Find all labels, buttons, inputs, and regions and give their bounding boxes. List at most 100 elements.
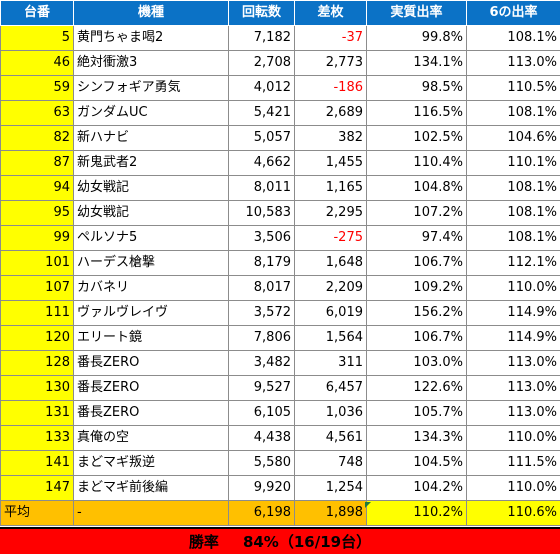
cell-rate[interactable]: 134.1% <box>366 50 467 76</box>
avg-six-rate[interactable]: 110.6% <box>466 500 560 526</box>
cell-rate[interactable]: 134.3% <box>366 425 467 451</box>
cell-diff[interactable]: -37 <box>294 25 367 51</box>
cell-ban[interactable]: 63 <box>0 100 74 126</box>
cell-rate[interactable]: 156.2% <box>366 300 467 326</box>
cell-spins[interactable]: 5,057 <box>228 125 295 151</box>
cell-spins[interactable]: 2,708 <box>228 50 295 76</box>
cell-six-rate[interactable]: 108.1% <box>466 100 560 126</box>
cell-ban[interactable]: 133 <box>0 425 74 451</box>
cell-machine[interactable]: 新ハナビ <box>73 125 229 151</box>
header-spins[interactable]: 回転数 <box>228 0 295 26</box>
cell-spins[interactable]: 7,806 <box>228 325 295 351</box>
cell-six-rate[interactable]: 110.0% <box>466 475 560 501</box>
cell-six-rate[interactable]: 112.1% <box>466 250 560 276</box>
avg-spins[interactable]: 6,198 <box>228 500 295 526</box>
cell-spins[interactable]: 4,438 <box>228 425 295 451</box>
cell-diff[interactable]: -275 <box>294 225 367 251</box>
cell-six-rate[interactable]: 104.6% <box>466 125 560 151</box>
cell-machine[interactable]: 番長ZERO <box>73 375 229 401</box>
cell-ban[interactable]: 94 <box>0 175 74 201</box>
cell-ban[interactable]: 99 <box>0 225 74 251</box>
cell-diff[interactable]: 2,209 <box>294 275 367 301</box>
cell-rate[interactable]: 107.2% <box>366 200 467 226</box>
cell-six-rate[interactable]: 110.1% <box>466 150 560 176</box>
cell-ban[interactable]: 120 <box>0 325 74 351</box>
cell-spins[interactable]: 10,583 <box>228 200 295 226</box>
cell-diff[interactable]: 2,689 <box>294 100 367 126</box>
cell-rate[interactable]: 104.8% <box>366 175 467 201</box>
cell-machine[interactable]: ペルソナ5 <box>73 225 229 251</box>
cell-rate[interactable]: 106.7% <box>366 250 467 276</box>
cell-rate[interactable]: 104.5% <box>366 450 467 476</box>
cell-diff[interactable]: 1,564 <box>294 325 367 351</box>
cell-diff[interactable]: 6,019 <box>294 300 367 326</box>
cell-ban[interactable]: 130 <box>0 375 74 401</box>
cell-diff[interactable]: 1,455 <box>294 150 367 176</box>
cell-machine[interactable]: 番長ZERO <box>73 350 229 376</box>
cell-spins[interactable]: 3,572 <box>228 300 295 326</box>
cell-ban[interactable]: 87 <box>0 150 74 176</box>
cell-spins[interactable]: 3,482 <box>228 350 295 376</box>
cell-diff[interactable]: -186 <box>294 75 367 101</box>
cell-machine[interactable]: 真俺の空 <box>73 425 229 451</box>
cell-six-rate[interactable]: 114.9% <box>466 300 560 326</box>
cell-machine[interactable]: まどマギ前後編 <box>73 475 229 501</box>
cell-diff[interactable]: 6,457 <box>294 375 367 401</box>
cell-rate[interactable]: 122.6% <box>366 375 467 401</box>
cell-six-rate[interactable]: 110.0% <box>466 425 560 451</box>
cell-six-rate[interactable]: 114.9% <box>466 325 560 351</box>
cell-ban[interactable]: 46 <box>0 50 74 76</box>
cell-spins[interactable]: 6,105 <box>228 400 295 426</box>
cell-diff[interactable]: 1,036 <box>294 400 367 426</box>
cell-spins[interactable]: 8,179 <box>228 250 295 276</box>
header-diff[interactable]: 差枚 <box>294 0 367 26</box>
cell-machine[interactable]: カバネリ <box>73 275 229 301</box>
cell-rate[interactable]: 97.4% <box>366 225 467 251</box>
avg-diff[interactable]: 1,898 <box>294 500 367 526</box>
avg-rate[interactable]: 110.2% <box>366 500 467 526</box>
cell-machine[interactable]: 絶対衝激3 <box>73 50 229 76</box>
cell-rate[interactable]: 110.4% <box>366 150 467 176</box>
header-machine[interactable]: 機種 <box>73 0 229 26</box>
cell-rate[interactable]: 98.5% <box>366 75 467 101</box>
cell-diff[interactable]: 4,561 <box>294 425 367 451</box>
header-six-rate[interactable]: 6の出率 <box>466 0 560 26</box>
cell-machine[interactable]: 幼女戦記 <box>73 200 229 226</box>
cell-diff[interactable]: 2,773 <box>294 50 367 76</box>
cell-ban[interactable]: 95 <box>0 200 74 226</box>
cell-ban[interactable]: 107 <box>0 275 74 301</box>
cell-six-rate[interactable]: 110.5% <box>466 75 560 101</box>
cell-six-rate[interactable]: 110.0% <box>466 275 560 301</box>
cell-six-rate[interactable]: 111.5% <box>466 450 560 476</box>
cell-ban[interactable]: 131 <box>0 400 74 426</box>
cell-six-rate[interactable]: 113.0% <box>466 350 560 376</box>
cell-spins[interactable]: 3,506 <box>228 225 295 251</box>
cell-rate[interactable]: 102.5% <box>366 125 467 151</box>
avg-machine[interactable]: - <box>73 500 229 526</box>
cell-rate[interactable]: 106.7% <box>366 325 467 351</box>
cell-spins[interactable]: 5,421 <box>228 100 295 126</box>
cell-machine[interactable]: エリート鏡 <box>73 325 229 351</box>
cell-six-rate[interactable]: 108.1% <box>466 225 560 251</box>
cell-machine[interactable]: ガンダムUC <box>73 100 229 126</box>
cell-six-rate[interactable]: 108.1% <box>466 200 560 226</box>
cell-machine[interactable]: ハーデス槍撃 <box>73 250 229 276</box>
cell-ban[interactable]: 59 <box>0 75 74 101</box>
cell-rate[interactable]: 104.2% <box>366 475 467 501</box>
cell-diff[interactable]: 1,648 <box>294 250 367 276</box>
cell-spins[interactable]: 4,662 <box>228 150 295 176</box>
cell-spins[interactable]: 5,580 <box>228 450 295 476</box>
cell-six-rate[interactable]: 108.1% <box>466 25 560 51</box>
cell-spins[interactable]: 7,182 <box>228 25 295 51</box>
cell-machine[interactable]: 黄門ちゃま喝2 <box>73 25 229 51</box>
cell-spins[interactable]: 9,920 <box>228 475 295 501</box>
cell-rate[interactable]: 105.7% <box>366 400 467 426</box>
header-rate[interactable]: 実質出率 <box>366 0 467 26</box>
cell-ban[interactable]: 141 <box>0 450 74 476</box>
cell-diff[interactable]: 748 <box>294 450 367 476</box>
cell-diff[interactable]: 1,254 <box>294 475 367 501</box>
header-ban[interactable]: 台番 <box>0 0 74 26</box>
cell-six-rate[interactable]: 108.1% <box>466 175 560 201</box>
cell-machine[interactable]: シンフォギア勇気 <box>73 75 229 101</box>
cell-ban[interactable]: 82 <box>0 125 74 151</box>
